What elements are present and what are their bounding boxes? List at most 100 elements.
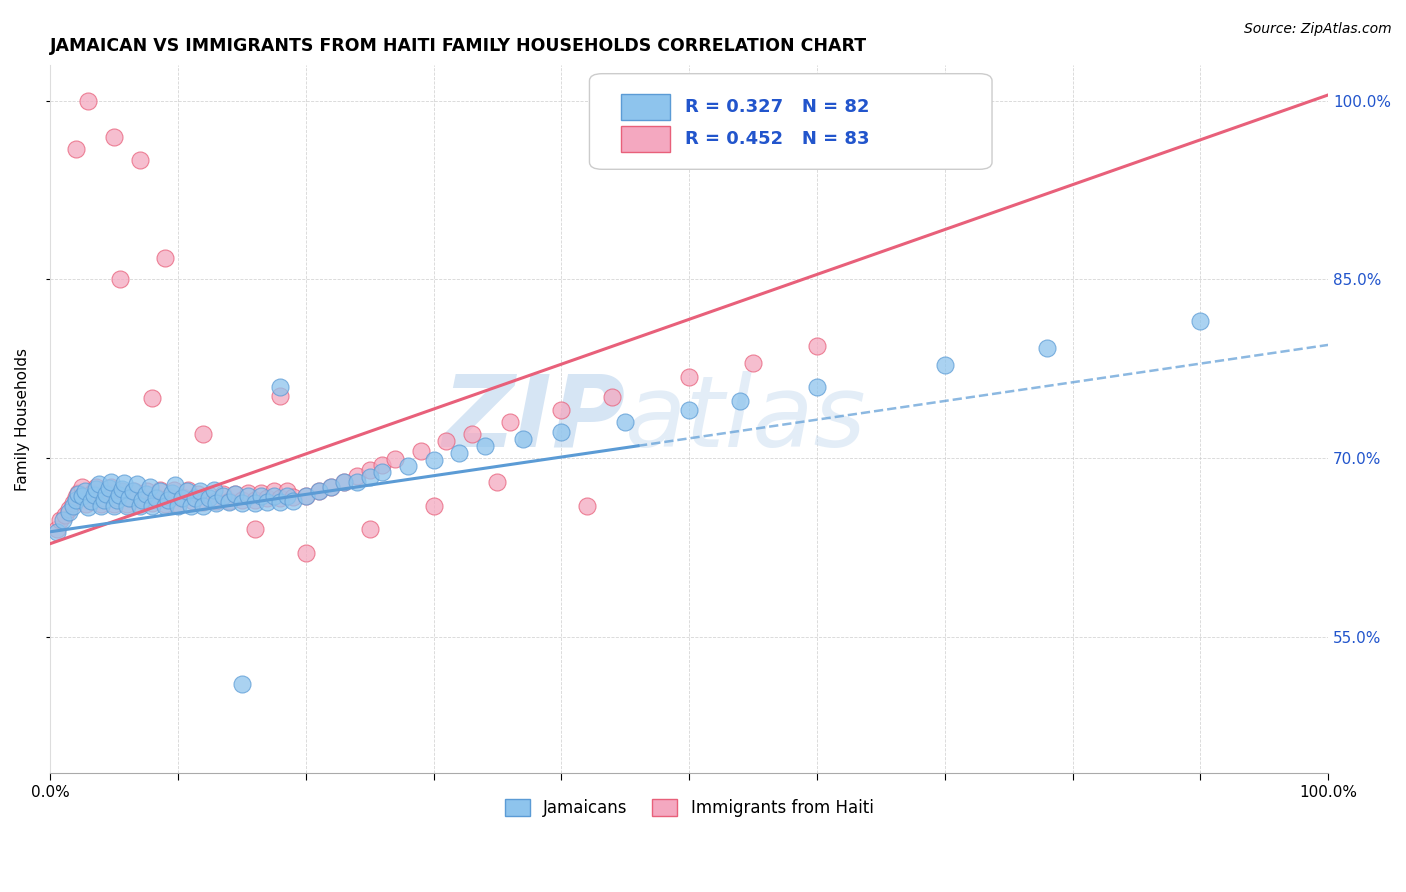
Point <box>678 403 700 417</box>
Point <box>82 485 104 500</box>
Point <box>77 94 100 108</box>
Point <box>145 490 167 504</box>
Point <box>263 489 285 503</box>
Point <box>333 475 356 489</box>
Point <box>93 492 115 507</box>
Point <box>167 497 190 511</box>
Point <box>112 475 135 490</box>
Point <box>218 493 240 508</box>
Point <box>128 499 150 513</box>
Point <box>276 484 298 499</box>
Point <box>172 490 194 504</box>
Point <box>62 499 84 513</box>
Point <box>153 497 176 511</box>
Point <box>308 484 330 499</box>
Point <box>346 468 368 483</box>
FancyBboxPatch shape <box>589 74 993 169</box>
Point <box>269 379 291 393</box>
Point <box>550 425 572 439</box>
Point <box>474 439 496 453</box>
Text: R = 0.327   N = 82: R = 0.327 N = 82 <box>685 98 870 116</box>
Point <box>461 427 484 442</box>
Point <box>70 479 93 493</box>
Point <box>308 484 330 499</box>
Point <box>269 495 291 509</box>
Point <box>231 677 253 691</box>
Point <box>512 432 534 446</box>
Point <box>65 141 87 155</box>
Point <box>156 492 179 507</box>
Point <box>602 390 624 404</box>
Point <box>108 488 131 502</box>
Point <box>321 479 343 493</box>
Point <box>177 483 200 497</box>
Text: Source: ZipAtlas.com: Source: ZipAtlas.com <box>1244 22 1392 37</box>
Point <box>250 489 273 503</box>
Point <box>136 484 159 499</box>
Point <box>163 483 186 497</box>
Point <box>575 499 598 513</box>
Point <box>281 490 304 504</box>
Point <box>96 486 118 500</box>
Point <box>202 483 225 497</box>
Point <box>224 486 246 500</box>
Point <box>359 523 381 537</box>
Point <box>806 339 828 353</box>
Point <box>806 379 828 393</box>
Point <box>1189 314 1212 328</box>
Point <box>183 491 205 506</box>
Point <box>141 496 163 510</box>
Point <box>110 272 132 286</box>
Point <box>238 485 260 500</box>
Point <box>125 477 148 491</box>
Point <box>124 484 146 499</box>
Point <box>153 251 176 265</box>
Point <box>188 484 211 499</box>
Point <box>103 497 125 511</box>
Point <box>256 495 278 509</box>
Point <box>45 524 67 539</box>
Point <box>359 463 381 477</box>
Point <box>256 491 278 506</box>
Point <box>167 499 190 513</box>
Point <box>294 489 316 503</box>
Legend: Jamaicans, Immigrants from Haiti: Jamaicans, Immigrants from Haiti <box>496 790 882 825</box>
Point <box>100 475 122 489</box>
Point <box>67 486 90 500</box>
Point <box>193 499 215 513</box>
Point <box>250 485 273 500</box>
Point <box>205 496 228 510</box>
Point <box>211 489 233 503</box>
Point <box>93 491 115 506</box>
Point <box>65 492 87 507</box>
Point <box>58 504 80 518</box>
Point <box>486 475 509 489</box>
Point <box>118 491 141 506</box>
Point <box>728 393 751 408</box>
Point <box>396 459 419 474</box>
Point <box>422 453 444 467</box>
Point <box>269 389 291 403</box>
Point <box>263 484 285 499</box>
Point <box>58 502 80 516</box>
Point <box>103 499 125 513</box>
Point <box>84 479 107 493</box>
Point <box>135 486 157 500</box>
Point <box>294 546 316 560</box>
Point <box>153 499 176 513</box>
Text: ZIP: ZIP <box>443 371 626 467</box>
Point <box>321 479 343 493</box>
Point <box>170 491 193 506</box>
Point <box>231 492 253 507</box>
Point <box>499 415 522 429</box>
Point <box>111 482 134 496</box>
Point <box>149 484 172 499</box>
Point <box>84 482 107 496</box>
Point <box>359 470 381 484</box>
Point <box>371 458 394 472</box>
Point <box>742 356 765 370</box>
Point <box>52 513 75 527</box>
Point <box>128 153 150 168</box>
Point <box>449 446 471 460</box>
Point <box>211 486 233 500</box>
